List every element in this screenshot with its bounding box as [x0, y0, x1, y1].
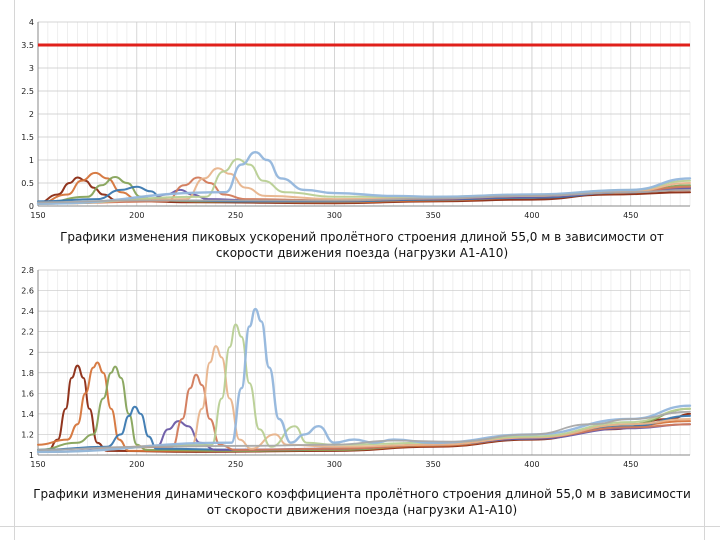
y-tick-label: 1.2 — [21, 430, 34, 439]
series-line-7 — [37, 345, 691, 453]
y-tick-label: 1.6 — [21, 389, 34, 398]
y-tick-label: 1.4 — [21, 410, 34, 419]
frame-line-bottom — [0, 526, 720, 527]
x-tick-label: 350 — [426, 211, 441, 220]
frame-line-left — [14, 0, 15, 540]
x-tick-label: 300 — [327, 460, 342, 469]
series-line-9 — [36, 151, 692, 205]
x-tick-label: 250 — [228, 460, 243, 469]
series-line-10 — [37, 410, 691, 451]
y-tick-label: 1 — [29, 451, 34, 460]
x-tick-label: 400 — [524, 460, 539, 469]
y-tick-label: 1.5 — [21, 133, 34, 142]
series-line-10 — [37, 189, 691, 204]
y-tick-label: 3 — [29, 64, 34, 73]
x-tick-label: 200 — [129, 211, 144, 220]
peak-acceleration-chart: 0 0.5 1 1.5 2 2.5 3 3.5 4 150 200 250 300 350 400 450 — [21, 18, 692, 220]
y-tick-label: 2.8 — [21, 266, 34, 275]
x-tick-label: 400 — [524, 211, 539, 220]
series-line-8 — [37, 323, 691, 453]
dynamic-coefficient-chart: 1 1.2 1.4 1.6 1.8 2 2.2 2.4 2.6 2.8 150 200 250 300 35… — [21, 266, 692, 469]
y-tick-label: 0 — [29, 202, 34, 211]
y-tick-label: 4 — [29, 18, 34, 27]
chart-2-caption: Графики изменения динамического коэффици… — [33, 487, 691, 517]
y-tick-label: 1 — [29, 156, 34, 165]
x-tick-label: 300 — [327, 211, 342, 220]
x-tick-label: 250 — [228, 211, 243, 220]
x-tick-label: 200 — [129, 460, 144, 469]
chart-1-caption: Графики изменения пиковых ускорений прол… — [60, 230, 664, 260]
frame-line-right — [704, 0, 705, 540]
y-tick-label: 2.2 — [21, 328, 34, 337]
y-tick-label: 0.5 — [21, 179, 34, 188]
x-tick-label: 450 — [623, 211, 638, 220]
y-tick-label: 2.5 — [21, 87, 34, 96]
y-tick-label: 2 — [29, 110, 34, 119]
x-tick-label: 450 — [623, 460, 638, 469]
y-tick-label: 2 — [29, 348, 34, 357]
y-tick-label: 1.8 — [21, 369, 34, 378]
x-tick-label: 350 — [426, 460, 441, 469]
y-tick-label: 3.5 — [21, 41, 34, 50]
y-tick-label: 2.6 — [21, 287, 34, 296]
series-line-5 — [37, 420, 691, 453]
x-tick-label: 150 — [30, 460, 45, 469]
y-tick-label: 2.4 — [21, 307, 34, 316]
x-tick-label: 150 — [30, 211, 45, 220]
